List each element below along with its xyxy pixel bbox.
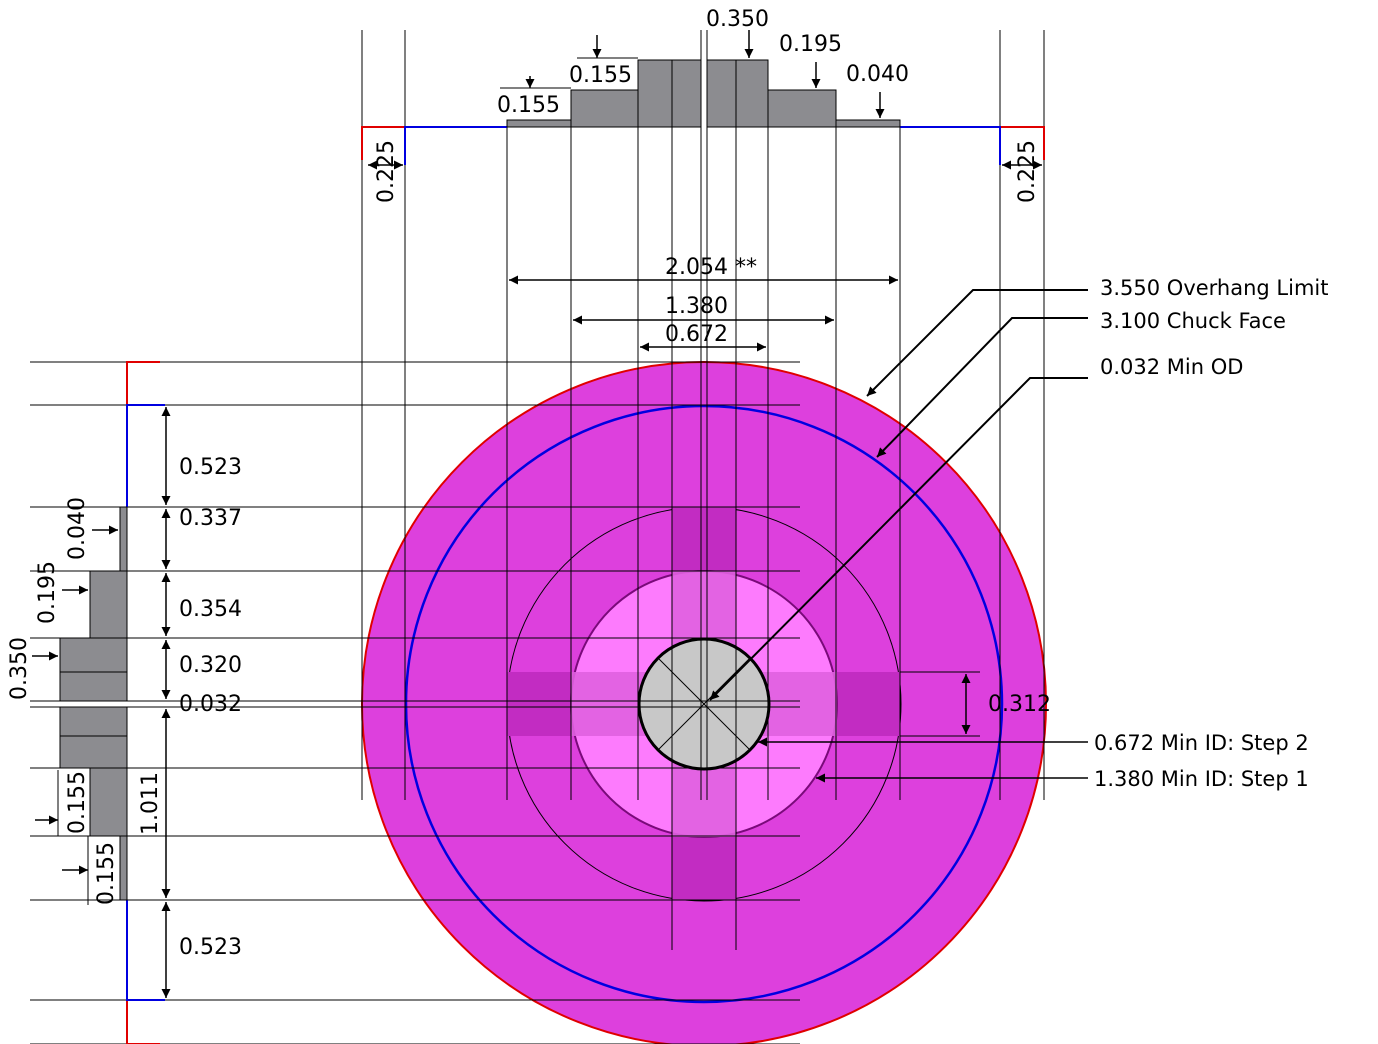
vertical-extension-lines — [361, 30, 1045, 950]
top-profile-leaders — [368, 30, 1042, 170]
top-step-label-0040: 0.040 — [846, 62, 909, 87]
vdim-0337: 0.337 — [179, 506, 242, 531]
dim-2054: 2.054 ** — [665, 255, 757, 280]
left-step-label-0040: 0.040 — [65, 497, 90, 560]
dim-1380: 1.380 — [665, 294, 728, 319]
left-step-label-0155b: 0.155 — [94, 842, 119, 905]
top-step-label-0195: 0.195 — [779, 32, 842, 57]
callout-min-id-step2: 0.672 Min ID: Step 2 — [1094, 731, 1309, 755]
vdim-0523-top: 0.523 — [179, 455, 242, 480]
vertical-chain-dims — [161, 407, 971, 998]
diameter-dims — [509, 275, 898, 352]
top-chuck-line — [404, 126, 507, 165]
callout-chuck-face: 3.100 Chuck Face — [1100, 309, 1286, 333]
left-chuck-line-bottom — [126, 900, 165, 1001]
left-step-label-0155a: 0.155 — [65, 771, 90, 834]
vdim-0032: 0.032 — [179, 692, 242, 717]
vdim-0312: 0.312 — [988, 692, 1051, 717]
callout-min-id-step1: 1.380 Min ID: Step 1 — [1094, 767, 1309, 791]
left-overhang-top — [126, 361, 160, 405]
left-overhang-bottom — [126, 1000, 160, 1044]
top-step-label-0155a: 0.155 — [569, 63, 632, 88]
callout-overhang-limit: 3.550 Overhang Limit — [1100, 276, 1329, 300]
top-step-profile — [361, 59, 1045, 165]
callout-min-od: 0.032 Min OD — [1100, 355, 1243, 379]
vdim-0320: 0.320 — [179, 653, 242, 678]
chuck-face-circle — [404, 404, 1004, 1004]
left-step-profile — [59, 361, 165, 1044]
left-chuck-line-top — [126, 404, 165, 507]
top-chuck-line-right — [900, 126, 1001, 165]
top-step-label-0350: 0.350 — [706, 7, 769, 32]
dim-0672: 0.672 — [665, 322, 728, 347]
top-step-label-0155b: 0.155 — [497, 93, 560, 118]
vdim-1011: 1.011 — [138, 772, 163, 835]
callout-leaders — [709, 289, 1088, 783]
left-step-label-0350: 0.350 — [7, 637, 32, 700]
top-end-label-right: 0.225 — [1015, 140, 1040, 203]
top-end-label-left: 0.225 — [374, 140, 399, 203]
top-overhang-right — [1000, 126, 1045, 160]
vdim-0523-bottom: 0.523 — [179, 935, 242, 960]
top-overhang-left — [361, 126, 405, 160]
left-profile-leaders — [32, 525, 118, 905]
vdim-0354: 0.354 — [179, 597, 242, 622]
left-step-label-0195: 0.195 — [35, 561, 60, 624]
